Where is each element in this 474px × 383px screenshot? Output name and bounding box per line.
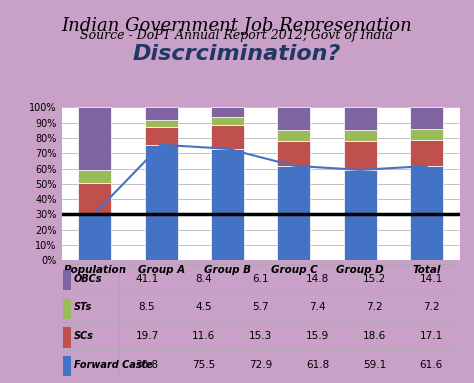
Text: 4.5: 4.5 [195,302,212,313]
Bar [277,130,310,141]
Text: 8.5: 8.5 [138,302,155,313]
Text: 14.1: 14.1 [419,273,443,284]
Bar [78,107,111,170]
Text: 11.6: 11.6 [192,331,216,341]
Text: Discrcimination?: Discrcimination? [133,44,341,64]
Text: 41.1: 41.1 [135,273,159,284]
Text: 18.6: 18.6 [363,331,386,341]
Text: 6.1: 6.1 [252,273,269,284]
FancyBboxPatch shape [63,356,71,376]
Text: 7.4: 7.4 [309,302,326,313]
Bar [211,125,244,149]
Bar [277,141,310,166]
Bar [78,213,111,260]
Text: 7.2: 7.2 [423,302,440,313]
Text: 15.2: 15.2 [363,273,386,284]
Bar [211,116,244,125]
Bar [410,140,443,166]
Text: 14.8: 14.8 [306,273,329,284]
Text: 8.4: 8.4 [195,273,212,284]
Text: 61.8: 61.8 [306,360,329,370]
Text: Source - DoPT Annual Report 2012, Govt of India: Source - DoPT Annual Report 2012, Govt o… [81,29,393,42]
Bar [344,107,377,130]
Bar [211,107,244,116]
Bar [410,129,443,140]
Bar [277,166,310,260]
FancyBboxPatch shape [63,270,71,290]
Bar [145,127,178,145]
Bar [145,120,178,127]
Text: 15.9: 15.9 [306,331,329,341]
Text: SCs: SCs [74,331,94,341]
Bar [78,183,111,213]
Text: Forward Caste: Forward Caste [74,360,153,370]
Text: STs: STs [74,302,92,313]
Bar [410,107,443,129]
Text: 30.8: 30.8 [136,360,158,370]
Text: 15.3: 15.3 [249,331,273,341]
Text: 7.2: 7.2 [366,302,383,313]
Bar [211,149,244,260]
Bar [145,145,178,260]
Text: 75.5: 75.5 [192,360,216,370]
Text: 5.7: 5.7 [252,302,269,313]
FancyBboxPatch shape [63,299,71,319]
Text: 59.1: 59.1 [363,360,386,370]
Text: 72.9: 72.9 [249,360,273,370]
Bar [78,170,111,183]
Text: 19.7: 19.7 [135,331,159,341]
Bar [145,107,178,120]
Text: 61.6: 61.6 [419,360,443,370]
Text: OBCs: OBCs [74,273,103,284]
Bar [410,166,443,260]
FancyBboxPatch shape [63,327,71,348]
Text: 17.1: 17.1 [419,331,443,341]
Bar [344,130,377,141]
Bar [277,107,310,130]
Bar [344,170,377,260]
Bar [344,141,377,170]
Text: Indian Government Job Represenation: Indian Government Job Represenation [62,17,412,35]
